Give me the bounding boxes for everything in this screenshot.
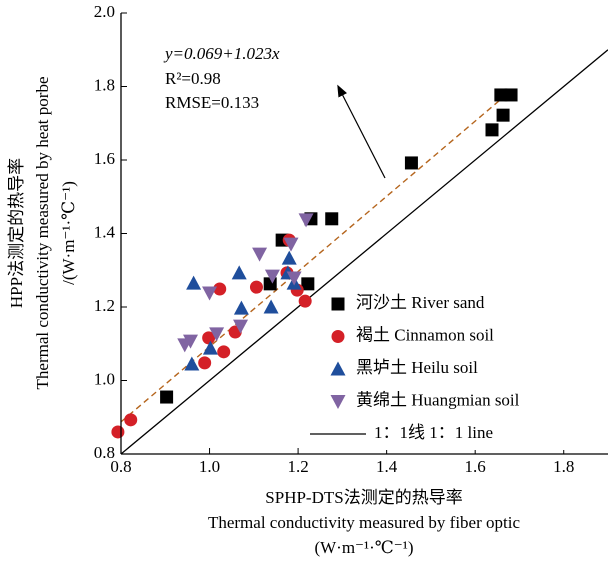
marker-triangle [263, 299, 279, 314]
y-axis-label: Thermal conductivity measured by heat po… [33, 77, 52, 390]
marker-triangle-down [252, 247, 268, 262]
legend-label: 黑垆土 Heilu soil [356, 358, 478, 377]
marker-triangle [281, 250, 297, 265]
marker-triangle-down [183, 334, 199, 349]
marker-circle [331, 330, 345, 343]
marker-square [301, 277, 315, 291]
marker-triangle [202, 340, 218, 355]
marker-triangle-down [330, 395, 346, 409]
marker-triangle-down [283, 237, 299, 252]
x-tick-label: 1.0 [199, 457, 220, 476]
x-axis-label: Thermal conductivity measured by fiber o… [208, 513, 520, 532]
marker-square [504, 88, 518, 102]
marker-circle [198, 356, 212, 370]
x-tick-label: 1.2 [287, 457, 308, 476]
legend-background [326, 288, 576, 450]
x-axis-label: (W·m⁻¹·℃⁻¹) [314, 538, 413, 557]
marker-circle [202, 331, 216, 345]
y-tick-label: 1.6 [94, 149, 115, 168]
marker-triangle-down [298, 213, 314, 228]
legend-label: 1：1线 1：1 line [374, 423, 493, 442]
y-axis-label: /(W·m⁻¹·℃⁻¹) [59, 181, 78, 285]
y-tick-label: 0.8 [94, 443, 115, 462]
plot-area [111, 49, 608, 455]
marker-triangle [186, 275, 202, 290]
fit-line [120, 90, 512, 423]
marker-triangle [231, 265, 247, 280]
marker-square [160, 390, 174, 404]
marker-square [496, 108, 510, 122]
reference-line [120, 49, 608, 455]
x-tick-label: 0.8 [110, 457, 131, 476]
marker-triangle [184, 356, 200, 371]
r-squared: R²=0.98 [165, 69, 221, 88]
marker-circle [111, 425, 125, 439]
legend-label: 河沙土 River sand [356, 293, 485, 312]
marker-square [485, 123, 499, 137]
rmse: RMSE=0.133 [165, 93, 259, 112]
marker-square [331, 297, 345, 311]
y-tick-label: 1.8 [94, 75, 115, 94]
marker-square [494, 88, 508, 102]
marker-triangle [233, 300, 249, 315]
marker-square [325, 212, 339, 226]
y-axis-label: HPP法测定的热导率 [7, 158, 26, 308]
x-tick-label: 1.8 [553, 457, 574, 476]
marker-circle [298, 294, 312, 308]
marker-triangle-down [264, 269, 280, 284]
y-tick-label: 1.4 [94, 222, 116, 241]
marker-triangle-down [233, 319, 249, 334]
x-tick-label: 1.6 [465, 457, 486, 476]
legend-label: 黄绵土 Huangmian soil [356, 390, 520, 409]
marker-triangle-down [286, 271, 302, 286]
marker-circle [124, 413, 138, 427]
annotation-arrow [337, 84, 386, 179]
legend-label: 褐土 Cinnamon soil [356, 325, 494, 344]
y-tick-label: 2.0 [94, 2, 115, 21]
x-axis-label: SPHP-DTS法测定的热导率 [265, 488, 462, 507]
x-tick-label: 1.4 [376, 457, 398, 476]
marker-circle [217, 345, 231, 359]
y-tick-label: 1.0 [94, 369, 115, 388]
marker-triangle [330, 361, 346, 376]
legend: 河沙土 River sand 褐土 Cinnamon soil 黑垆土 Heilu … [310, 288, 576, 450]
marker-square [404, 156, 418, 170]
y-tick-label: 1.2 [94, 296, 115, 315]
marker-circle [249, 280, 263, 294]
fit-equation: y=0.069+1.023x [163, 44, 280, 63]
marker-circle [213, 282, 227, 296]
marker-triangle-down [202, 286, 218, 301]
marker-triangle-down [209, 327, 225, 342]
